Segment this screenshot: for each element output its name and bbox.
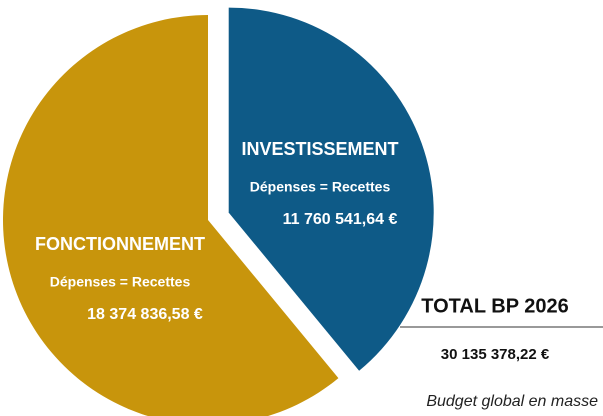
slice-note: Dépenses = Recettes [50,274,191,290]
caption: Budget global en masse [426,393,598,410]
slice-note: Dépenses = Recettes [250,179,391,195]
pie-slice [228,7,434,371]
pie-slice [3,15,339,416]
total-title: TOTAL BP 2026 [421,295,568,317]
slice-label: INVESTISSEMENT [241,139,398,159]
value-label: 11 760 541,64 € [283,211,398,228]
total-value: 30 135 378,22 € [441,346,550,363]
value-label: 18 374 836,58 € [87,306,203,323]
slice-label: FONCTIONNEMENT [35,234,205,254]
